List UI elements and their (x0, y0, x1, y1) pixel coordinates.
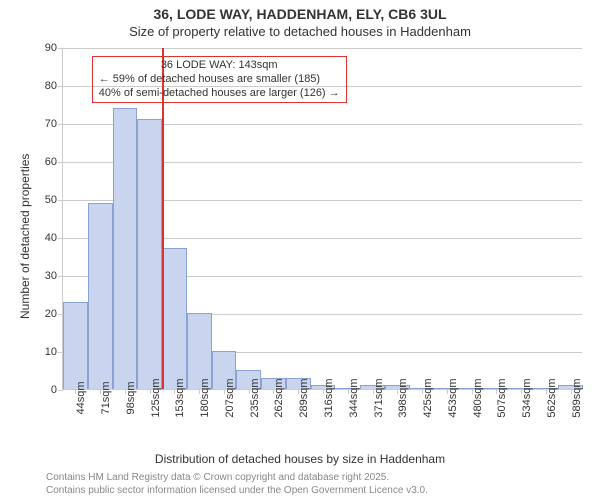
y-axis-label: Number of detached properties (18, 154, 32, 319)
y-tick-mark (58, 390, 63, 391)
x-tick-label: 44sqm (75, 381, 87, 414)
x-tick-label: 71sqm (100, 381, 112, 414)
plot-area: 010203040506070809044sqm71sqm98sqm125sqm… (62, 48, 582, 390)
y-tick-label: 30 (33, 270, 57, 282)
footnote-2: Contains public sector information licen… (46, 485, 428, 496)
x-axis-label: Distribution of detached houses by size … (0, 452, 600, 466)
x-tick-label: 480sqm (472, 378, 484, 417)
annotation-line: ← 59% of detached houses are smaller (18… (99, 73, 340, 87)
annotation-line: 40% of semi-detached houses are larger (… (99, 87, 340, 101)
y-tick-label: 80 (33, 80, 57, 92)
x-tick-label: 534sqm (521, 378, 533, 417)
y-tick-label: 50 (33, 194, 57, 206)
chart-title: 36, LODE WAY, HADDENHAM, ELY, CB6 3UL (0, 6, 600, 22)
y-tick-mark (58, 162, 63, 163)
y-tick-mark (58, 200, 63, 201)
y-tick-mark (58, 48, 63, 49)
x-tick-label: 235sqm (249, 378, 261, 417)
y-tick-mark (58, 276, 63, 277)
x-tick-label: 562sqm (546, 378, 558, 417)
x-tick-label: 98sqm (125, 381, 137, 414)
x-tick-label: 507sqm (496, 378, 508, 417)
y-tick-label: 70 (33, 118, 57, 130)
histogram-bar (113, 108, 138, 389)
x-tick-label: 453sqm (447, 378, 459, 417)
histogram-bar (63, 302, 88, 389)
x-tick-label: 398sqm (397, 378, 409, 417)
annotation-box: 36 LODE WAY: 143sqm← 59% of detached hou… (92, 56, 347, 103)
y-tick-mark (58, 238, 63, 239)
histogram-bar (88, 203, 113, 389)
x-tick-label: 425sqm (422, 378, 434, 417)
x-tick-label: 289sqm (298, 378, 310, 417)
x-tick-label: 262sqm (273, 378, 285, 417)
y-tick-label: 40 (33, 232, 57, 244)
footnote-1: Contains HM Land Registry data © Crown c… (46, 472, 389, 483)
gridline (63, 48, 582, 49)
y-tick-label: 60 (33, 156, 57, 168)
y-tick-mark (58, 86, 63, 87)
x-tick-label: 344sqm (348, 378, 360, 417)
x-tick-label: 207sqm (224, 378, 236, 417)
y-tick-label: 90 (33, 42, 57, 54)
x-tick-label: 125sqm (150, 378, 162, 417)
histogram-bar (162, 248, 187, 389)
annotation-line: 36 LODE WAY: 143sqm (99, 59, 340, 73)
histogram-bar (137, 119, 162, 389)
y-tick-label: 20 (33, 308, 57, 320)
x-tick-label: 180sqm (199, 378, 211, 417)
y-tick-label: 0 (33, 384, 57, 396)
x-tick-label: 589sqm (571, 378, 583, 417)
x-tick-label: 316sqm (323, 378, 335, 417)
y-tick-label: 10 (33, 346, 57, 358)
y-tick-mark (58, 124, 63, 125)
x-tick-label: 153sqm (174, 378, 186, 417)
chart-subtitle: Size of property relative to detached ho… (0, 24, 600, 39)
x-tick-label: 371sqm (373, 378, 385, 417)
